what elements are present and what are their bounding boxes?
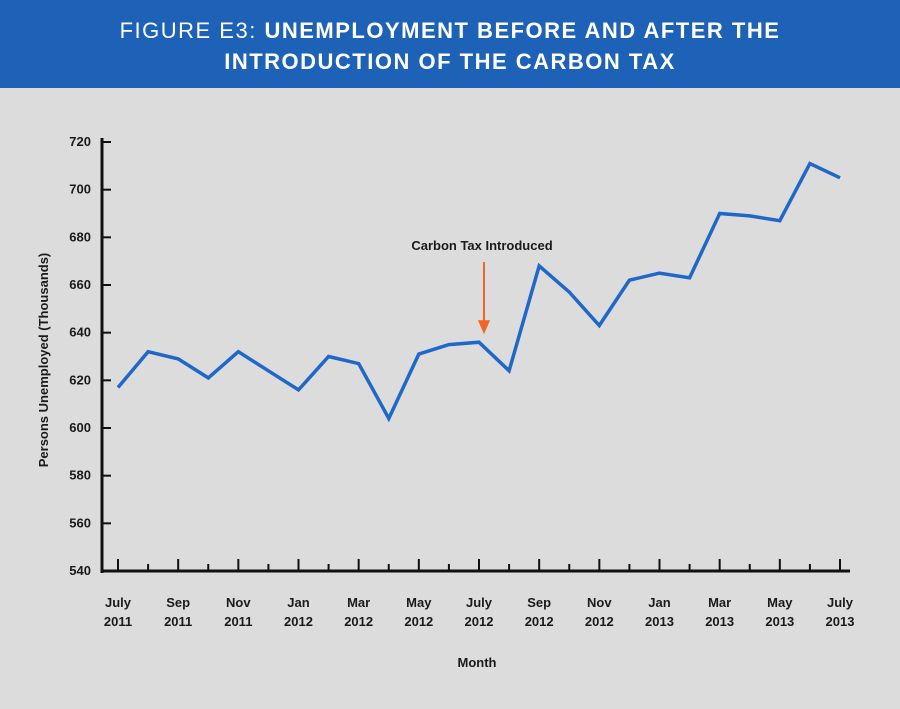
x-axis-ticks: July 2011 Sep 2011 Nov 2011 Jan 2012 Mar 2012 May 2… <box>104 559 855 629</box>
x-axis-title: Month <box>458 655 497 670</box>
annotation-label: Carbon Tax Introduced <box>411 238 552 253</box>
y-tick-label: 540 <box>69 563 91 578</box>
x-tick-label-year: 2013 <box>645 614 674 629</box>
chart-axes <box>100 138 850 573</box>
x-tick-label-year: 2012 <box>284 614 313 629</box>
y-axis-title: Persons Unemployed (Thousands) <box>36 253 51 468</box>
x-tick-label-year: 2013 <box>826 614 855 629</box>
y-tick-label: 720 <box>69 134 91 149</box>
figure-title-line1: FIGURE E3: UNEMPLOYMENT BEFORE AND AFTER… <box>0 18 900 44</box>
figure-title-line2: INTRODUCTION OF THE CARBON TAX <box>224 49 676 74</box>
y-tick-label: 640 <box>69 325 91 340</box>
x-tick-label-month: July <box>105 595 132 610</box>
annotation-arrow-head <box>478 320 490 335</box>
figure-title-prefix: FIGURE E3: <box>119 18 257 43</box>
x-tick-label-month: Jan <box>287 595 309 610</box>
y-tick-label: 700 <box>69 182 91 197</box>
y-tick-label: 620 <box>69 372 91 387</box>
x-tick-label-month: Jan <box>648 595 670 610</box>
y-tick-label: 580 <box>69 468 91 483</box>
y-tick-label: 560 <box>69 515 91 530</box>
y-tick-label: 660 <box>69 277 91 292</box>
x-tick-label-year: 2012 <box>404 614 433 629</box>
x-tick-label-year: 2012 <box>525 614 554 629</box>
y-tick-label: 680 <box>69 229 91 244</box>
figure-header: FIGURE E3: UNEMPLOYMENT BEFORE AND AFTER… <box>0 0 900 88</box>
x-tick-label-year: 2012 <box>465 614 494 629</box>
series-line <box>116 161 841 423</box>
x-tick-label-month: Sep <box>166 595 190 610</box>
x-tick-label-month: May <box>406 595 432 610</box>
series-layer <box>116 161 841 423</box>
x-tick-label-year: 2011 <box>104 614 132 629</box>
x-tick-label-month: Sep <box>527 595 551 610</box>
y-axis-ticks: 540 560 580 600 620 640 660 680 700 720 <box>69 134 111 578</box>
annotation-layer: Carbon Tax Introduced <box>411 238 553 335</box>
figure-title-main: UNEMPLOYMENT BEFORE AND AFTER THE <box>264 18 781 43</box>
y-tick-label: 600 <box>69 420 91 435</box>
x-tick-label-month: May <box>767 595 793 610</box>
x-tick-label-year: 2013 <box>705 614 734 629</box>
x-tick-label-month: Nov <box>226 595 251 610</box>
x-tick-label-month: Mar <box>347 595 370 610</box>
x-tick-label-year: 2011 <box>224 614 252 629</box>
x-tick-label-month: July <box>466 595 493 610</box>
x-tick-label-month: Nov <box>587 595 612 610</box>
x-tick-label-year: 2011 <box>164 614 192 629</box>
x-tick-label-year: 2012 <box>344 614 373 629</box>
x-tick-label-month: July <box>827 595 854 610</box>
x-tick-label-month: Mar <box>708 595 731 610</box>
x-tick-label-year: 2012 <box>585 614 614 629</box>
x-tick-label-year: 2013 <box>765 614 794 629</box>
